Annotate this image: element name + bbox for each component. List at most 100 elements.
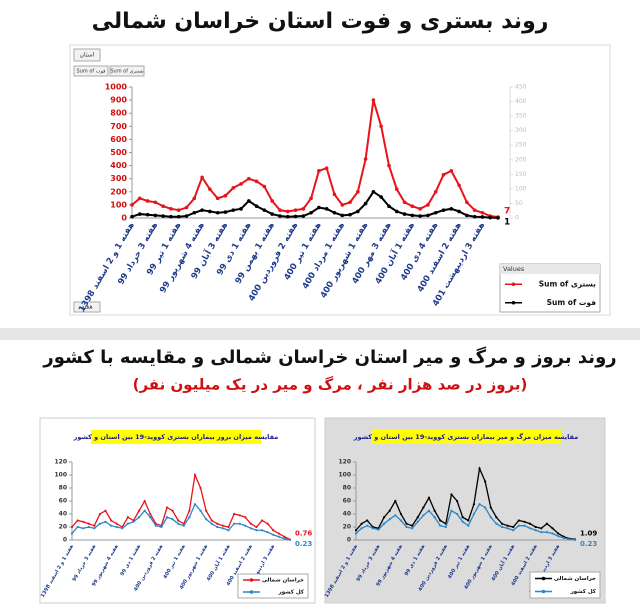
- y-tick-label: 60: [59, 498, 67, 505]
- legend-header: [500, 264, 600, 274]
- point: [472, 512, 476, 516]
- filter-label[interactable]: استان: [80, 52, 95, 59]
- point: [433, 210, 438, 215]
- point: [169, 207, 173, 211]
- point: [465, 200, 469, 205]
- point: [528, 522, 532, 525]
- y-tick-label: 60: [343, 498, 351, 505]
- point: [231, 186, 236, 190]
- legend-marker: [541, 576, 546, 581]
- point: [260, 529, 264, 532]
- point: [293, 208, 298, 212]
- chart-title: روند بستری و فوت استان خراسان شمالی: [92, 9, 549, 34]
- point: [153, 213, 158, 218]
- field-button-label[interactable]: Sum of بستری: [110, 69, 143, 75]
- point: [363, 201, 368, 206]
- point: [317, 205, 321, 210]
- legend-marker: [249, 590, 254, 594]
- y-tick-label: 20: [343, 524, 351, 531]
- point: [272, 533, 275, 536]
- point: [238, 514, 241, 517]
- point: [382, 522, 386, 525]
- point: [137, 516, 141, 519]
- point: [239, 207, 243, 211]
- field-button[interactable]: [73, 65, 109, 77]
- axis-field-button[interactable]: [73, 301, 101, 313]
- y2-tick-label: 0: [515, 215, 519, 222]
- point: [433, 509, 436, 512]
- y-tick-label: 0: [347, 537, 351, 544]
- point: [356, 209, 360, 214]
- point: [165, 506, 169, 509]
- point: [411, 524, 414, 527]
- field-button[interactable]: [109, 65, 145, 77]
- end-label: 0.76: [295, 530, 312, 538]
- point: [422, 514, 425, 517]
- section-subtitle: (بروز در صد هزار نفر ، مرگ و میر در یک م…: [133, 376, 528, 394]
- y-tick-label: 100: [338, 472, 351, 479]
- point: [551, 527, 554, 530]
- point: [557, 532, 560, 535]
- point: [98, 522, 102, 525]
- point: [87, 525, 90, 529]
- point: [348, 200, 352, 205]
- point: [309, 210, 313, 215]
- y-tick-label: 40: [59, 511, 67, 518]
- point: [82, 527, 85, 530]
- point: [484, 506, 487, 509]
- point: [394, 514, 397, 517]
- y2-tick-label: 300: [515, 127, 527, 134]
- filter-button[interactable]: [73, 48, 101, 62]
- point: [255, 525, 258, 529]
- point: [433, 516, 436, 519]
- point: [324, 207, 329, 211]
- point: [266, 522, 269, 525]
- point: [121, 527, 124, 530]
- point: [402, 200, 407, 205]
- title-box: [91, 430, 261, 444]
- point: [161, 214, 165, 218]
- y2-tick-label: 100: [515, 185, 527, 192]
- point: [489, 516, 492, 519]
- point: [270, 212, 274, 216]
- point: [277, 532, 280, 535]
- point: [177, 519, 180, 522]
- point: [371, 527, 374, 530]
- point: [348, 212, 352, 217]
- point: [176, 214, 181, 219]
- point: [115, 525, 118, 529]
- point: [360, 522, 363, 525]
- axis-field-label[interactable]: هفته: [81, 304, 92, 311]
- point: [192, 196, 197, 201]
- legend-label: خراسان شمالی: [554, 576, 596, 582]
- point: [371, 98, 376, 102]
- point: [418, 207, 422, 211]
- point: [450, 509, 453, 512]
- point: [444, 525, 447, 529]
- field-button-label[interactable]: Sum of فوت: [77, 69, 107, 75]
- separator: [0, 328, 640, 340]
- point: [568, 538, 571, 541]
- legend-label: خراسان شمالی: [262, 578, 304, 584]
- point: [184, 214, 189, 218]
- y-tick-label: 100: [110, 200, 127, 209]
- point: [244, 516, 247, 519]
- legend-label: Sum of بستری: [539, 279, 596, 288]
- point: [247, 199, 251, 203]
- point: [441, 208, 446, 212]
- point: [354, 529, 358, 532]
- point: [551, 532, 554, 535]
- y-tick-label: 700: [110, 122, 127, 131]
- point: [221, 527, 225, 530]
- point: [379, 124, 383, 129]
- point: [145, 212, 150, 217]
- title-box: [371, 430, 561, 444]
- point: [277, 535, 280, 538]
- point: [262, 208, 267, 212]
- point: [422, 506, 425, 509]
- point: [215, 196, 220, 201]
- point: [233, 512, 236, 516]
- point: [387, 163, 391, 168]
